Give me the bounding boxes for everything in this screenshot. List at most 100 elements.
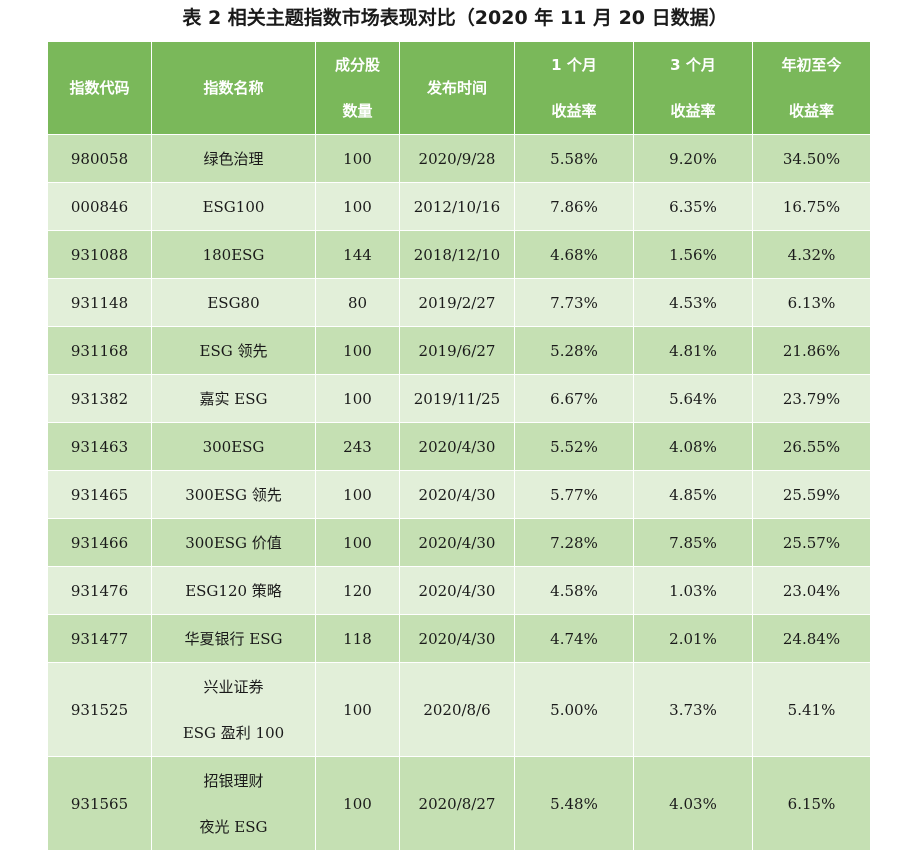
header-line: 3 个月 <box>670 56 716 74</box>
cell-ytd-return: 6.13% <box>752 278 871 327</box>
cell-index-name: 兴业证券 ESG 盈利 100 <box>151 662 316 757</box>
cell-ytd-return: 5.41% <box>752 662 871 757</box>
cell-constituent-count: 100 <box>315 662 400 757</box>
header-release-date: 发布时间 <box>399 41 515 135</box>
cell-1m-return: 5.28% <box>514 326 634 375</box>
cell-index-name: 绿色治理 <box>151 134 316 183</box>
cell-1m-return: 5.58% <box>514 134 634 183</box>
cell-index-name: ESG120 策略 <box>151 566 316 615</box>
table-row: 931382 嘉实 ESG 100 2019/11/25 6.67% 5.64% 23.79… <box>47 374 871 423</box>
table-title: 表 2 相关主题指数市场表现对比（2020 年 11 月 20 日数据） <box>182 7 728 29</box>
header-line: 1 个月 <box>551 56 597 74</box>
cell-1m-return: 5.52% <box>514 422 634 471</box>
cell-constituent-count: 100 <box>315 470 400 519</box>
header-line: 年初至今 <box>781 56 842 74</box>
cell-1m-return: 7.86% <box>514 182 634 231</box>
cell-index-name: 华夏银行 ESG <box>151 614 316 663</box>
table-row: 931148 ESG80 80 2019/2/27 7.73% 4.53% 6.13% <box>47 278 871 327</box>
index-name-line: 兴业证券 <box>203 677 264 696</box>
header-line: 指数代码 <box>69 79 130 97</box>
cell-1m-return: 7.73% <box>514 278 634 327</box>
cell-index-name: ESG80 <box>151 278 316 327</box>
header-constituent-count: 成分股 数量 <box>315 41 400 135</box>
cell-index-code: 000846 <box>47 182 152 231</box>
header-line: 收益率 <box>788 102 834 120</box>
cell-index-code: 931525 <box>47 662 152 757</box>
cell-constituent-count: 243 <box>315 422 400 471</box>
cell-1m-return: 6.67% <box>514 374 634 423</box>
cell-release-date: 2020/4/30 <box>399 422 515 471</box>
cell-3m-return: 9.20% <box>633 134 753 183</box>
cell-index-code: 931463 <box>47 422 152 471</box>
table-row: 931466 300ESG 价值 100 2020/4/30 7.28% 7.85% 25.… <box>47 518 871 567</box>
cell-constituent-count: 100 <box>315 134 400 183</box>
cell-1m-return: 5.00% <box>514 662 634 757</box>
header-1m-return: 1 个月收益率 <box>514 41 634 135</box>
header-3m-return: 3 个月收益率 <box>633 41 753 135</box>
cell-constituent-count: 100 <box>315 518 400 567</box>
cell-constituent-count: 100 <box>315 326 400 375</box>
cell-3m-return: 1.56% <box>633 230 753 279</box>
cell-3m-return: 7.85% <box>633 518 753 567</box>
cell-3m-return: 1.03% <box>633 566 753 615</box>
cell-3m-return: 4.08% <box>633 422 753 471</box>
cell-index-code: 931465 <box>47 470 152 519</box>
cell-3m-return: 6.35% <box>633 182 753 231</box>
cell-index-name: 300ESG <box>151 422 316 471</box>
cell-index-name: 180ESG <box>151 230 316 279</box>
cell-1m-return: 4.74% <box>514 614 634 663</box>
header-line: 成分股 <box>334 56 380 74</box>
cell-index-code: 931088 <box>47 230 152 279</box>
cell-release-date: 2020/9/28 <box>399 134 515 183</box>
header-index-name: 指数名称 <box>151 41 316 135</box>
cell-ytd-return: 24.84% <box>752 614 871 663</box>
cell-constituent-count: 100 <box>315 374 400 423</box>
cell-ytd-return: 23.04% <box>752 566 871 615</box>
cell-release-date: 2020/4/30 <box>399 518 515 567</box>
cell-3m-return: 5.64% <box>633 374 753 423</box>
index-name-line: 招银理财 <box>203 771 264 790</box>
cell-ytd-return: 4.32% <box>752 230 871 279</box>
index-name-line: 夜光 ESG <box>199 817 268 836</box>
cell-constituent-count: 120 <box>315 566 400 615</box>
table-row: 931476 ESG120 策略 120 2020/4/30 4.58% 1.03% 23.… <box>47 566 871 615</box>
cell-1m-return: 4.58% <box>514 566 634 615</box>
table-row: 931463 300ESG 243 2020/4/30 5.52% 4.08% 26.55% <box>47 422 871 471</box>
cell-index-name: 招银理财夜光 ESG <box>151 756 316 851</box>
header-line: 收益率 <box>670 102 716 120</box>
cell-release-date: 2020/8/27 <box>399 756 515 851</box>
cell-ytd-return: 34.50% <box>752 134 871 183</box>
cell-index-code: 931168 <box>47 326 152 375</box>
cell-constituent-count: 100 <box>315 756 400 851</box>
cell-ytd-return: 6.15% <box>752 756 871 851</box>
cell-constituent-count: 118 <box>315 614 400 663</box>
table-row: 931477 华夏银行 ESG 118 2020/4/30 4.74% 2.01% 24.8… <box>47 614 871 663</box>
cell-ytd-return: 21.86% <box>752 326 871 375</box>
index-name-line: ESG 盈利 100 <box>182 723 285 742</box>
cell-release-date: 2020/8/6 <box>399 662 515 757</box>
cell-1m-return: 4.68% <box>514 230 634 279</box>
cell-index-name: ESG 领先 <box>151 326 316 375</box>
cell-index-code: 931477 <box>47 614 152 663</box>
header-line: 收益率 <box>551 102 597 120</box>
cell-1m-return: 5.48% <box>514 756 634 851</box>
index-performance-table: 指数代码 指数名称 成分股 数量 发布时间 1 个月 收益率 3 个月 收益率 年初至今 收益率 9… <box>47 41 871 851</box>
cell-index-code: 931382 <box>47 374 152 423</box>
table-row: 980058 绿色治理 100 2020/9/28 5.58% 9.20% 34.50% <box>47 134 871 183</box>
cell-3m-return: 2.01% <box>633 614 753 663</box>
cell-index-name: 嘉实 ESG <box>151 374 316 423</box>
cell-release-date: 2020/4/30 <box>399 470 515 519</box>
cell-3m-return: 4.03% <box>633 756 753 851</box>
cell-index-code: 931565 <box>47 756 152 851</box>
cell-1m-return: 5.77% <box>514 470 634 519</box>
cell-ytd-return: 16.75% <box>752 182 871 231</box>
table-row: 931088 180ESG 144 2018/12/10 4.68% 1.56% 4.32% <box>47 230 871 279</box>
cell-constituent-count: 100 <box>315 182 400 231</box>
header-row: 指数代码 指数名称 成分股 数量 发布时间 1 个月 收益率 3 个月 收益率 年初至今 收益率 <box>47 41 871 135</box>
table-row: 000846 ESG100 100 2012/10/16 7.86% 6.35% 16.75… <box>47 182 871 231</box>
cell-index-code: 931148 <box>47 278 152 327</box>
cell-ytd-return: 23.79% <box>752 374 871 423</box>
cell-3m-return: 3.73% <box>633 662 753 757</box>
cell-index-code: 931476 <box>47 566 152 615</box>
header-line: 发布时间 <box>426 79 487 97</box>
